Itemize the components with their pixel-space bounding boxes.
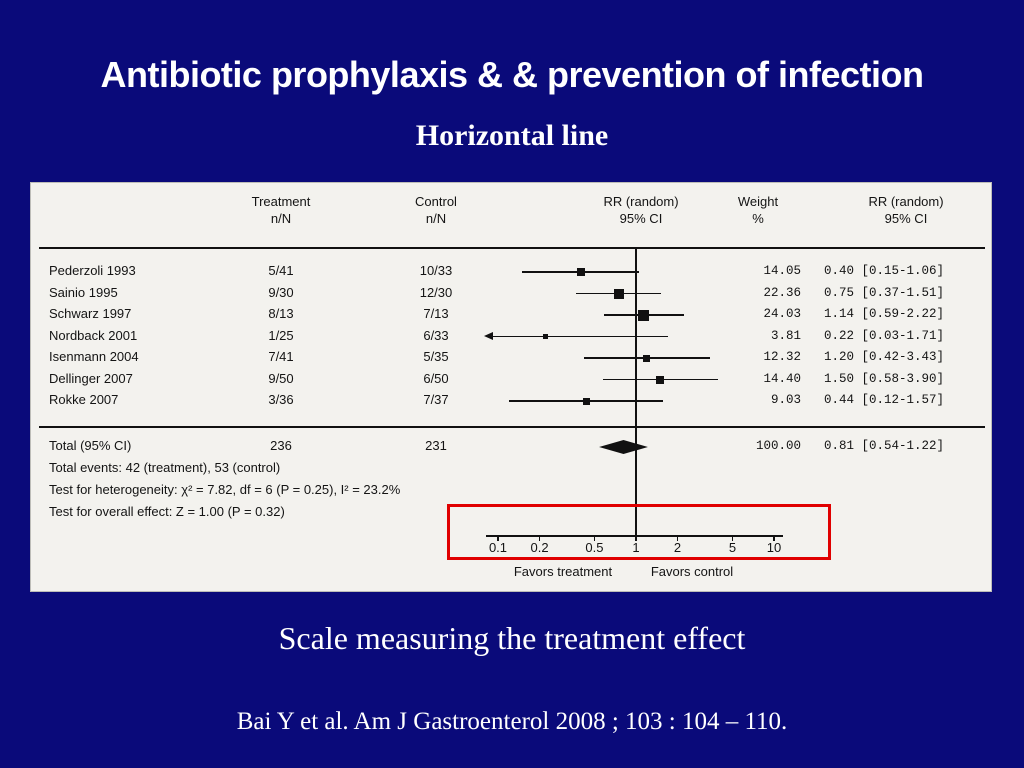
citation: Bai Y et al. Am J Gastroenterol 2008 ; 1… — [236, 708, 788, 735]
column-header: RR (random) — [868, 194, 944, 209]
weight-value: 24.03 — [763, 307, 801, 321]
rr-ci-value: 0.75 [0.37-1.51] — [824, 285, 945, 300]
control-value: 12/30 — [419, 284, 453, 300]
axis-tick-label: 0.2 — [530, 540, 549, 555]
control-value: 6/33 — [423, 327, 449, 343]
effect-marker — [583, 397, 591, 405]
slide-title: Antibiotic prophylaxis & & prevention of… — [100, 54, 924, 95]
rr-ci-value: 1.50 [0.58-3.90] — [824, 371, 945, 386]
axis-tick-label: 0.1 — [488, 540, 508, 555]
ci-line — [493, 335, 669, 338]
control-value: 6/50 — [423, 370, 449, 386]
effect-marker — [542, 334, 548, 339]
column-header-sub: n/N — [270, 211, 292, 226]
study-name: Dellinger 2007 — [49, 370, 133, 386]
rr-ci-value: 1.14 [0.59-2.22] — [824, 307, 945, 321]
slide-subtitle: Horizontal line — [415, 119, 609, 152]
ci-arrow-left-icon — [484, 332, 493, 340]
column-header: Control — [415, 194, 457, 209]
axis-tick — [635, 535, 637, 541]
axis-tick-label: 2 — [673, 540, 682, 555]
effect-marker — [638, 309, 650, 321]
total-rr-ci: 0.81 [0.54-1.22] — [824, 439, 945, 453]
axis-tick — [773, 535, 775, 541]
axis-tick-label: 1 — [632, 540, 640, 555]
total-control-n: 231 — [425, 438, 447, 453]
axis-tick — [497, 535, 499, 541]
weight-value: 14.05 — [763, 264, 801, 278]
study-name: Nordback 2001 — [49, 327, 138, 343]
axis-tick-label: 5 — [728, 540, 737, 555]
weight-value: 22.36 — [763, 285, 801, 300]
column-header: Treatment — [251, 194, 311, 209]
axis-tick — [731, 535, 734, 541]
rr-ci-value: 1.20 [0.42-3.43] — [824, 350, 945, 364]
treatment-value: 9/30 — [268, 284, 294, 300]
treatment-value: 5/41 — [268, 263, 294, 278]
scale-caption: Scale measuring the treatment effect — [278, 620, 746, 656]
effect-marker — [613, 288, 624, 299]
control-value: 10/33 — [419, 263, 453, 278]
study-name: Isenmann 2004 — [49, 349, 139, 364]
control-value: 7/13 — [423, 306, 449, 321]
effect-marker — [656, 375, 665, 384]
column-header-sub: n/N — [425, 211, 447, 226]
treatment-value: 8/13 — [268, 306, 294, 321]
column-header: Weight — [737, 194, 779, 209]
header-divider — [39, 247, 985, 249]
rr-ci-value: 0.22 [0.03-1.71] — [824, 328, 945, 343]
column-header-sub: 95% CI — [884, 211, 928, 226]
treatment-value: 9/50 — [268, 370, 294, 386]
axis-tick-label: 0.5 — [585, 540, 604, 555]
footnote: Total events: 42 (treatment), 53 (contro… — [49, 460, 281, 475]
total-weight: 100.00 — [755, 439, 801, 453]
effect-marker — [577, 268, 586, 276]
footnote: Test for heterogeneity: χ² = 7.82, df = … — [49, 482, 401, 497]
total-diamond — [599, 440, 648, 454]
weight-value: 9.03 — [770, 393, 801, 407]
axis-tick — [538, 535, 541, 541]
weight-value: 14.40 — [763, 371, 801, 386]
weight-value: 3.81 — [770, 328, 801, 343]
total-label: Total (95% CI) — [49, 438, 132, 453]
column-header: RR (random) — [603, 194, 679, 209]
study-name: Sainio 1995 — [49, 284, 118, 300]
effect-marker — [643, 354, 651, 362]
treatment-value: 3/36 — [268, 392, 294, 407]
control-value: 7/37 — [423, 392, 449, 407]
study-name: Pederzoli 1993 — [49, 263, 136, 278]
study-name: Schwarz 1997 — [49, 306, 132, 321]
axis-tick — [593, 535, 596, 541]
column-header-sub: % — [752, 211, 764, 226]
treatment-value: 7/41 — [268, 349, 294, 364]
column-header-sub: 95% CI — [619, 211, 663, 226]
total-divider — [39, 426, 985, 428]
weight-value: 12.32 — [763, 350, 801, 364]
treatment-value: 1/25 — [268, 327, 294, 343]
favors-control-label: Favors control — [650, 564, 734, 579]
study-name: Rokke 2007 — [49, 392, 119, 407]
forest-plot-panel: Treatment n/N Control n/N RR (random) 95% CI W… — [30, 182, 992, 592]
total-treatment-n: 236 — [270, 438, 292, 453]
footnote: Test for overall effect: Z = 1.00 (P = 0… — [49, 504, 285, 519]
axis-tick-label: 10 — [766, 540, 782, 555]
scale-highlight-box — [447, 504, 831, 560]
rr-ci-value: 0.40 [0.15-1.06] — [824, 264, 945, 278]
axis-tick — [676, 535, 679, 541]
control-value: 5/35 — [423, 349, 449, 364]
favors-treatment-label: Favors treatment — [513, 564, 613, 579]
axis-line — [486, 535, 783, 537]
rr-ci-value: 0.44 [0.12-1.57] — [824, 393, 945, 407]
no-effect-line — [635, 249, 637, 535]
